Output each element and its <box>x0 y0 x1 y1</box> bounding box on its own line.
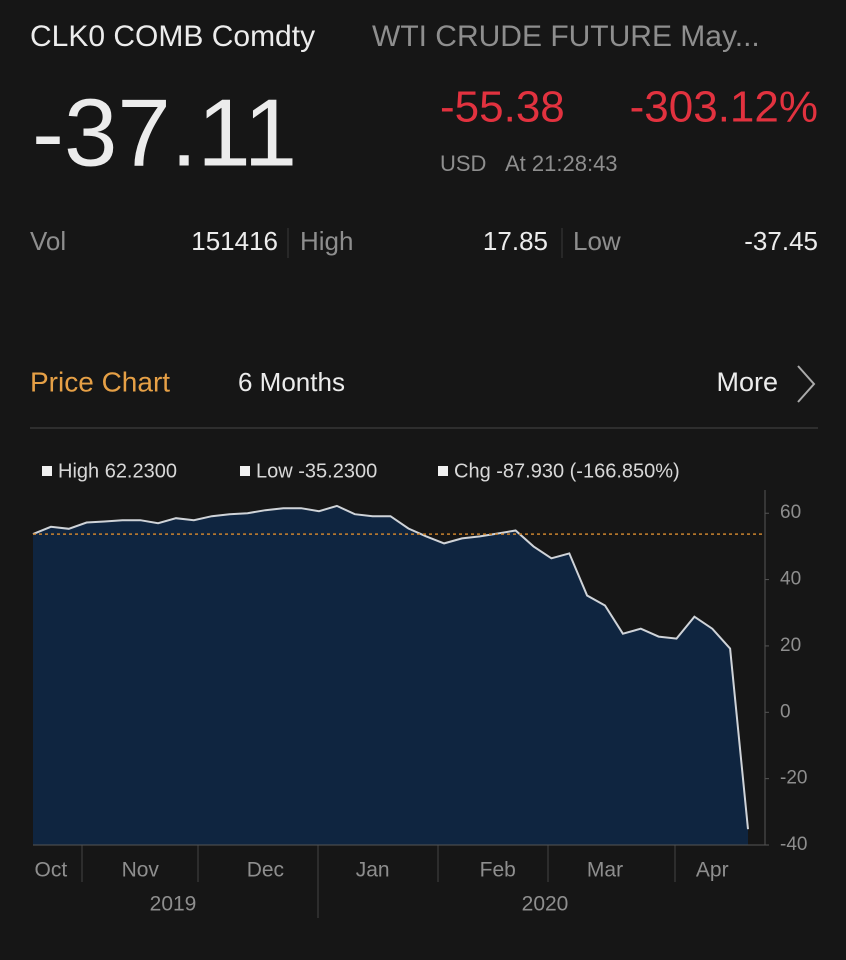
x-tick-label: Feb <box>480 859 516 882</box>
year-label: 2020 <box>522 893 569 916</box>
stat-value: 17.85 <box>483 226 548 256</box>
stat-label: High <box>300 226 353 256</box>
x-tick-label: Dec <box>247 859 284 882</box>
time: At 21:28:43 <box>505 151 618 176</box>
symbol: CLK0 COMB Comdty <box>30 20 315 53</box>
legend-swatch <box>42 466 52 476</box>
x-tick-label: Apr <box>696 859 729 882</box>
legend-label: High 62.2300 <box>58 460 177 482</box>
change-pct: -303.12% <box>630 83 818 132</box>
stat-label: Low <box>573 226 621 256</box>
y-tick-label: -40 <box>780 834 807 855</box>
chevron[interactable] <box>797 365 816 403</box>
instrument-name: WTI CRUDE FUTURE May... <box>372 20 760 53</box>
year-label: 2019 <box>150 893 197 916</box>
change: -55.38 <box>440 83 565 132</box>
legend-label: Chg -87.930 (-166.850%) <box>454 460 680 482</box>
x-tick-label: Oct <box>35 859 68 882</box>
tab-active[interactable]: Price Chart <box>30 366 170 397</box>
legend-swatch <box>240 466 250 476</box>
range[interactable]: 6 Months <box>238 367 345 397</box>
legend-swatch <box>438 466 448 476</box>
y-tick-label: 40 <box>780 569 801 590</box>
y-tick-label: 60 <box>780 502 801 523</box>
price: -37.11 <box>32 79 297 186</box>
line <box>32 504 749 830</box>
x-tick-label: Jan <box>356 859 390 882</box>
y-tick-label: 0 <box>780 701 791 722</box>
y-tick-label: 20 <box>780 635 801 656</box>
legend-label: Low -35.2300 <box>256 460 377 482</box>
more[interactable]: More <box>716 367 778 397</box>
x-tick-label: Mar <box>587 859 623 882</box>
currency: USD <box>440 151 486 176</box>
stat-label: Vol <box>30 226 66 256</box>
y-tick-label: -20 <box>780 768 807 789</box>
stat-value: -37.45 <box>744 226 818 256</box>
x-tick-label: Nov <box>122 859 160 882</box>
stat-value: 151416 <box>191 226 278 256</box>
area <box>33 505 748 845</box>
